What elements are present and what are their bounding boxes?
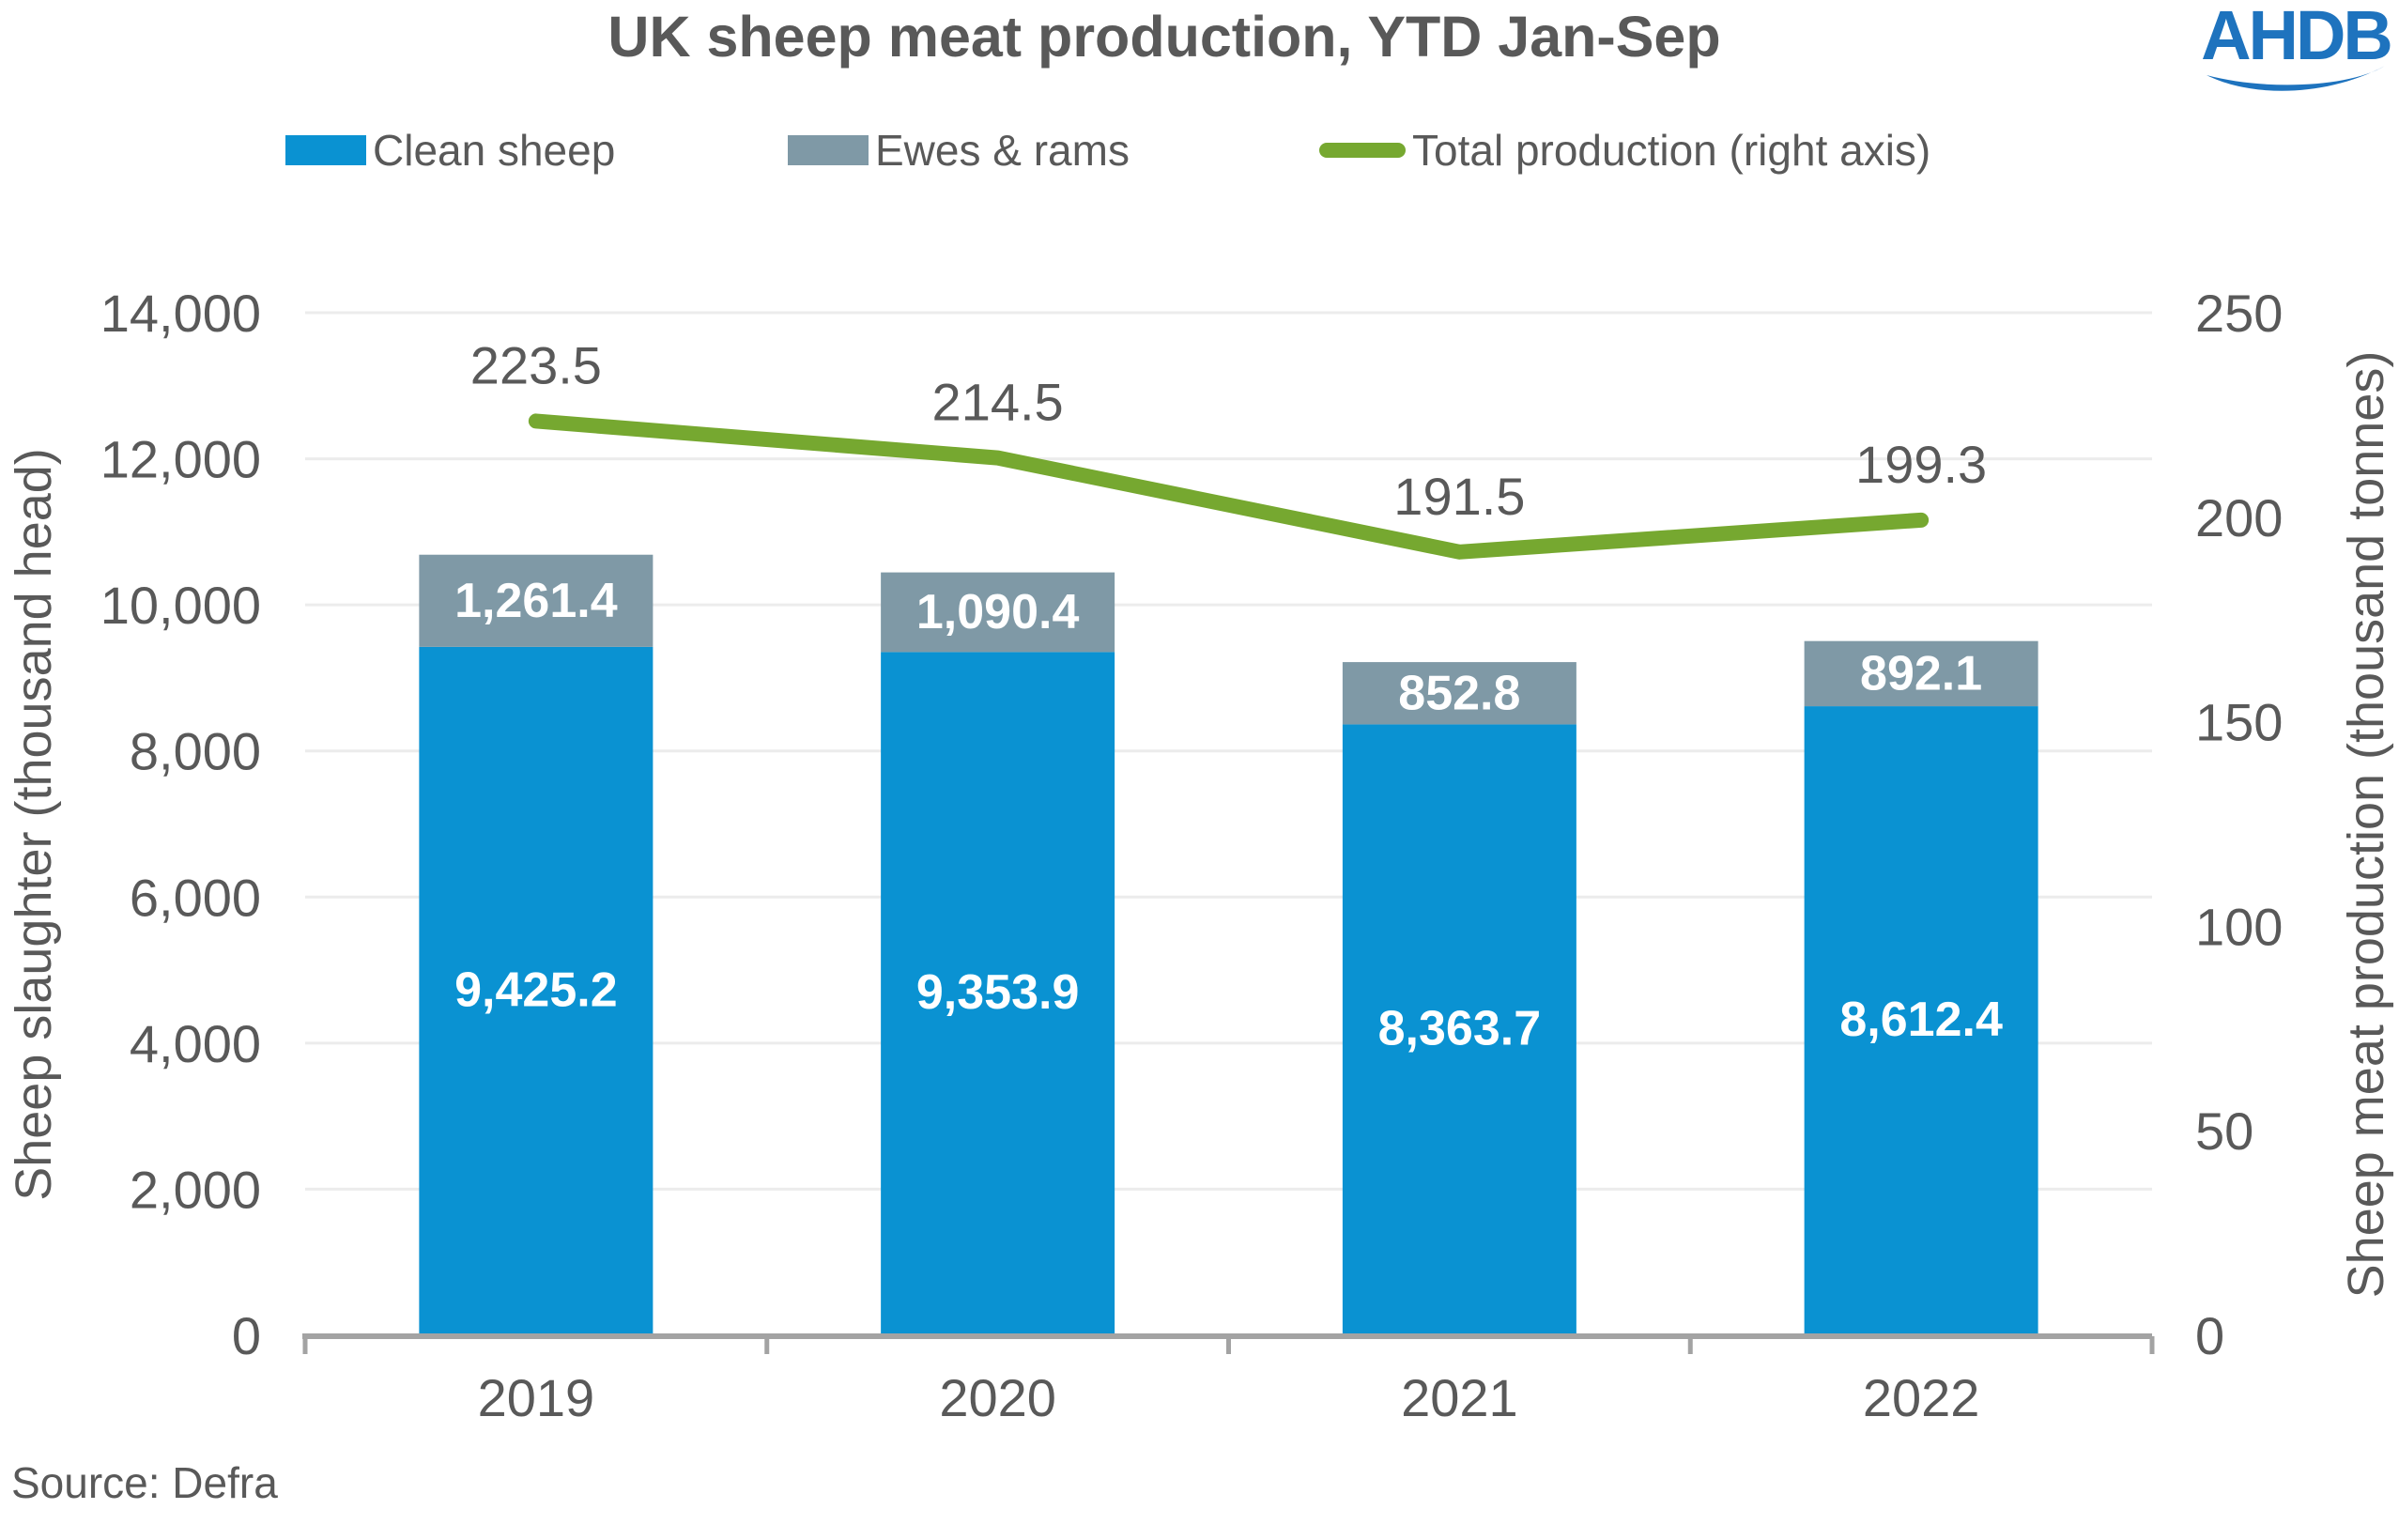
right-axis-tick-200: 200	[2195, 488, 2283, 547]
x-axis-label-2022: 2022	[1863, 1368, 1980, 1427]
left-axis-tick-12-000: 12,000	[100, 430, 261, 489]
bar-label-clean-sheep-2021: 8,363.7	[1378, 1002, 1542, 1056]
bar-label-clean-sheep-2019: 9,425.2	[454, 962, 618, 1017]
bar-clean-sheep-2020	[881, 652, 1115, 1333]
left-axis-tick-8-000: 8,000	[130, 722, 261, 781]
legend-swatch-ewes-rams	[788, 135, 869, 165]
bar-clean-sheep-2022	[1804, 706, 2038, 1333]
legend-item-total-production: Total production (right axis)	[1319, 126, 1930, 175]
line-label-2021: 191.5	[1393, 467, 1525, 526]
right-axis-tick-250: 250	[2195, 284, 2283, 343]
line-label-2022: 199.3	[1855, 435, 1987, 494]
bar-ewes-rams-2020	[881, 572, 1115, 653]
legend-label-ewes-rams: Ewes & rams	[875, 126, 1130, 175]
ahdb-wave-icon	[2206, 66, 2386, 91]
bar-ewes-rams-2019	[419, 554, 654, 647]
bar-label-ewes-rams-2022: 892.1	[1860, 646, 1982, 701]
right-axis-tick-50: 50	[2195, 1101, 2253, 1161]
line-label-2020: 214.5	[932, 373, 1064, 432]
left-axis-tick-0: 0	[232, 1306, 261, 1365]
bar-clean-sheep-2021	[1342, 724, 1576, 1333]
ahdb-logo: AHDB	[2200, 0, 2393, 100]
right-axis-title: Sheep meat production (thousand tonnes)	[2338, 351, 2394, 1299]
right-axis-tick-100: 100	[2195, 897, 2283, 956]
x-axis-label-2021: 2021	[1401, 1368, 1518, 1427]
ahdb-logo-text: AHDB	[2201, 0, 2393, 74]
bar-label-ewes-rams-2021: 852.8	[1398, 666, 1520, 720]
legend-item-clean-sheep: Clean sheep	[285, 126, 615, 175]
legend-swatch-total-production-line	[1319, 143, 1406, 158]
bar-clean-sheep-2019	[419, 646, 654, 1333]
x-axis-label-2019: 2019	[478, 1368, 595, 1427]
bar-ewes-rams-2021	[1342, 662, 1576, 725]
chart-title: UK sheep meat production, YTD Jan-Sep	[607, 5, 1721, 69]
left-axis-title: Sheep slaughter (thousand head)	[6, 448, 62, 1201]
line-label-2019: 223.5	[470, 335, 602, 394]
legend-label-total-production: Total production (right axis)	[1412, 126, 1931, 175]
bar-label-clean-sheep-2022: 8,612.4	[1839, 993, 2003, 1047]
left-axis-tick-10-000: 10,000	[100, 576, 261, 635]
bar-ewes-rams-2022	[1804, 640, 2038, 707]
legend-item-ewes-rams: Ewes & rams	[788, 126, 1130, 175]
left-axis-tick-2-000: 2,000	[130, 1160, 261, 1219]
bar-label-clean-sheep-2020: 9,353.9	[916, 965, 1080, 1020]
legend-label-clean-sheep: Clean sheep	[373, 126, 616, 175]
right-axis-tick-0: 0	[2195, 1306, 2224, 1365]
right-axis-tick-150: 150	[2195, 693, 2283, 752]
x-axis-label-2020: 2020	[939, 1368, 1056, 1427]
bar-label-ewes-rams-2020: 1,090.4	[916, 585, 1080, 639]
left-axis-tick-6-000: 6,000	[130, 868, 261, 927]
total-production-right-axis-line	[528, 413, 1930, 560]
left-axis-tick-14-000: 14,000	[100, 284, 261, 343]
bar-label-ewes-rams-2019: 1,261.4	[454, 574, 618, 628]
left-axis-tick-4-000: 4,000	[130, 1014, 261, 1073]
legend-swatch-clean-sheep	[285, 135, 366, 165]
source-note: Source: Defra	[11, 1458, 278, 1507]
